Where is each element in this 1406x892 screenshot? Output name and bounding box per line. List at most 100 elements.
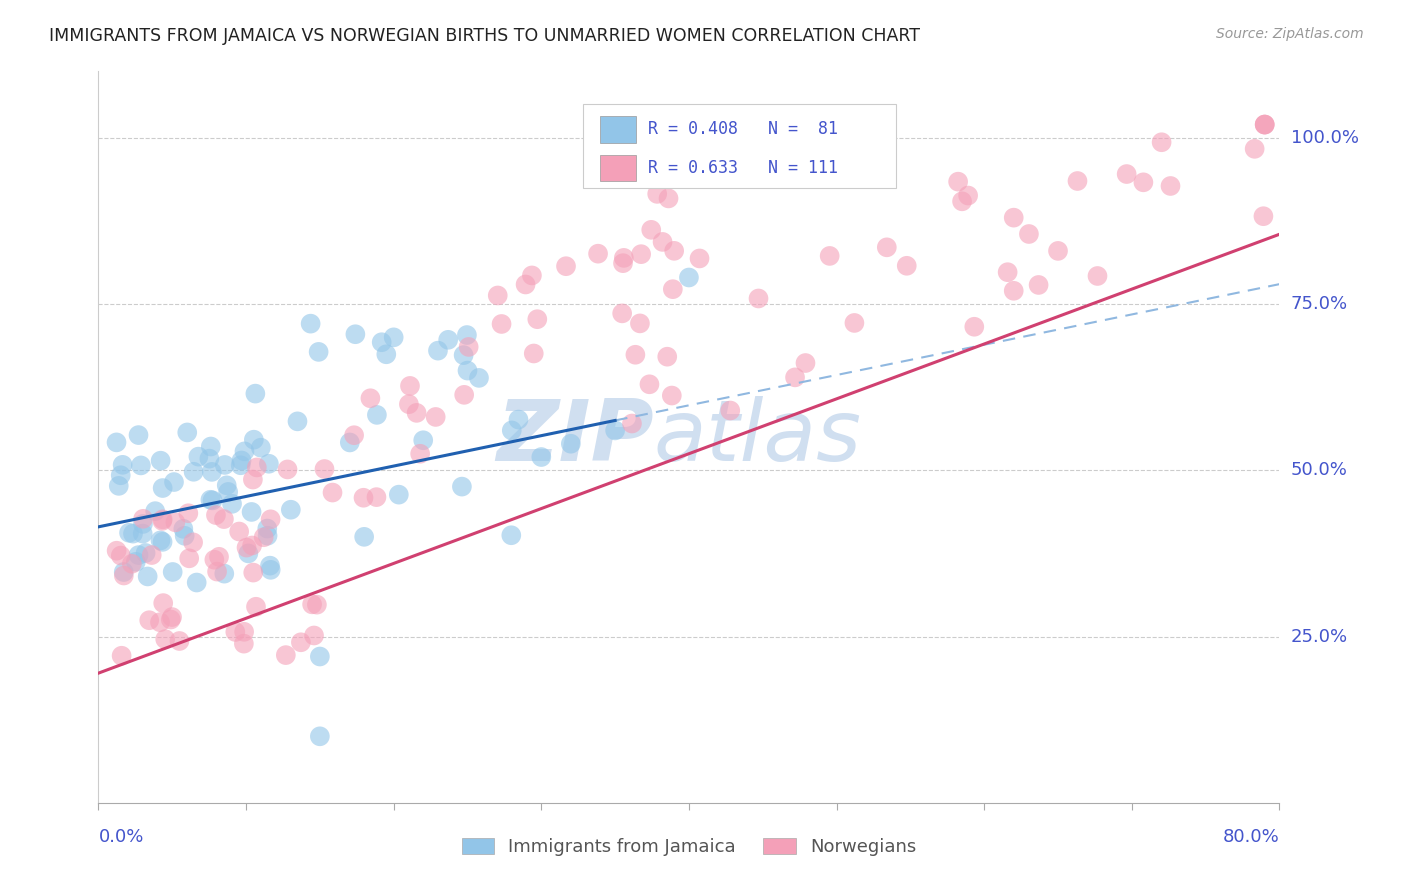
Text: atlas: atlas (654, 395, 862, 479)
Point (152, 534, 174, 549)
Point (152, 512, 174, 526)
Text: Source: ZipAtlas.com: Source: ZipAtlas.com (1216, 27, 1364, 41)
Point (453, 388, 475, 402)
Point (628, 317, 651, 331)
Point (1002, 284, 1025, 298)
Point (613, 251, 636, 265)
Point (818, 249, 841, 263)
Point (612, 256, 634, 270)
FancyBboxPatch shape (600, 154, 636, 181)
Point (309, 729, 332, 743)
Point (257, 457, 280, 471)
Point (149, 615, 172, 630)
Point (624, 348, 647, 362)
Point (150, 514, 173, 528)
Point (620, 417, 643, 431)
Text: R = 0.408   N =  81: R = 0.408 N = 81 (648, 120, 838, 138)
Point (122, 526, 145, 541)
Point (141, 548, 163, 562)
Point (382, 330, 405, 344)
Point (353, 530, 375, 544)
Point (783, 370, 806, 384)
Point (560, 436, 582, 450)
Point (657, 350, 679, 364)
Point (187, 450, 209, 464)
Point (648, 118, 671, 132)
Point (1046, 244, 1070, 258)
Point (179, 551, 201, 566)
Point (678, 270, 700, 285)
Point (259, 512, 281, 526)
Point (508, 412, 530, 426)
Point (437, 333, 460, 347)
Point (232, 637, 254, 651)
Point (308, 344, 330, 359)
Point (1254, 118, 1277, 132)
Point (1115, 167, 1137, 181)
Point (233, 444, 256, 458)
Point (242, 473, 264, 487)
Point (366, 408, 388, 422)
Point (388, 488, 411, 502)
Point (486, 288, 509, 302)
Point (605, 424, 627, 438)
Text: 75.0%: 75.0% (1291, 295, 1348, 313)
Point (280, 502, 302, 516)
Text: 25.0%: 25.0% (1291, 628, 1348, 646)
Point (457, 363, 479, 377)
Point (224, 624, 246, 639)
Point (1002, 211, 1025, 225)
Point (299, 317, 322, 331)
Point (425, 409, 447, 424)
Point (110, 468, 132, 483)
Text: R = 0.633   N = 111: R = 0.633 N = 111 (648, 159, 838, 177)
Text: ZIP: ZIP (496, 395, 654, 479)
Point (305, 598, 328, 612)
Legend: Immigrants from Jamaica, Norwegians: Immigrants from Jamaica, Norwegians (454, 830, 924, 863)
Point (176, 425, 198, 440)
Point (155, 632, 177, 647)
Point (221, 497, 243, 511)
Point (246, 460, 269, 475)
Point (256, 522, 278, 536)
Point (501, 528, 523, 542)
Point (501, 424, 523, 438)
Point (1254, 118, 1277, 132)
Point (143, 504, 166, 518)
Point (301, 598, 323, 612)
Text: 100.0%: 100.0% (1291, 128, 1358, 147)
Point (1132, 175, 1154, 189)
Point (718, 403, 741, 417)
Point (132, 512, 155, 526)
Point (214, 458, 236, 472)
Point (665, 160, 688, 174)
Point (1243, 142, 1265, 156)
Point (353, 491, 375, 505)
Point (112, 568, 135, 582)
Point (876, 240, 898, 254)
Point (107, 479, 129, 493)
Point (1018, 227, 1040, 241)
Point (370, 335, 392, 350)
Point (165, 516, 187, 530)
Point (457, 340, 479, 354)
Point (651, 235, 673, 249)
Point (238, 546, 260, 560)
Point (205, 565, 228, 579)
Point (453, 348, 475, 362)
Point (129, 458, 152, 473)
Point (1150, 135, 1173, 149)
Point (946, 175, 969, 189)
Point (121, 557, 143, 571)
Point (240, 505, 263, 519)
Point (136, 569, 159, 583)
FancyBboxPatch shape (582, 104, 896, 188)
Point (343, 428, 366, 442)
Point (169, 634, 191, 648)
Point (177, 506, 200, 520)
Point (287, 414, 309, 428)
Point (217, 484, 239, 499)
Point (309, 649, 332, 664)
Point (118, 525, 141, 540)
Text: IMMIGRANTS FROM JAMAICA VS NORWEGIAN BIRTHS TO UNMARRIED WOMEN CORRELATION CHART: IMMIGRANTS FROM JAMAICA VS NORWEGIAN BIR… (49, 27, 920, 45)
